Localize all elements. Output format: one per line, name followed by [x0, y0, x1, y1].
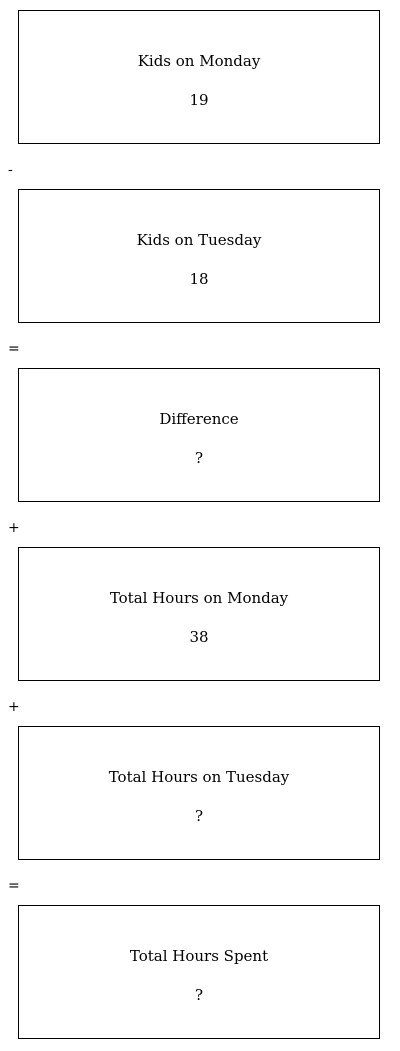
minus-operator: -: [8, 162, 13, 178]
total-hours-spent-box: Total Hours Spent ?: [18, 905, 380, 1039]
box-value: 19: [189, 91, 209, 109]
box-value: ?: [194, 807, 204, 825]
total-hours-monday-box: Total Hours on Monday 38: [18, 547, 380, 681]
box-label: Kids on Monday: [137, 52, 261, 70]
total-hours-tuesday-box: Total Hours on Tuesday ?: [18, 726, 380, 860]
kids-monday-box: Kids on Monday 19: [18, 10, 380, 144]
box-label: Total Hours on Monday: [109, 589, 289, 607]
plus-operator: +: [8, 699, 20, 715]
box-label: Kids on Tuesday: [136, 231, 262, 249]
difference-box: Difference ?: [18, 368, 380, 502]
box-value: ?: [194, 449, 204, 467]
box-label: Total Hours Spent: [129, 947, 269, 965]
plus-operator: +: [8, 520, 20, 536]
box-value: 18: [189, 270, 209, 288]
equals-operator: =: [8, 341, 20, 357]
kids-tuesday-box: Kids on Tuesday 18: [18, 189, 380, 323]
equals-operator: =: [8, 878, 20, 894]
box-value: ?: [194, 986, 204, 1004]
box-label: Difference: [159, 410, 239, 428]
box-label: Total Hours on Tuesday: [108, 768, 290, 786]
box-value: 38: [189, 628, 209, 646]
